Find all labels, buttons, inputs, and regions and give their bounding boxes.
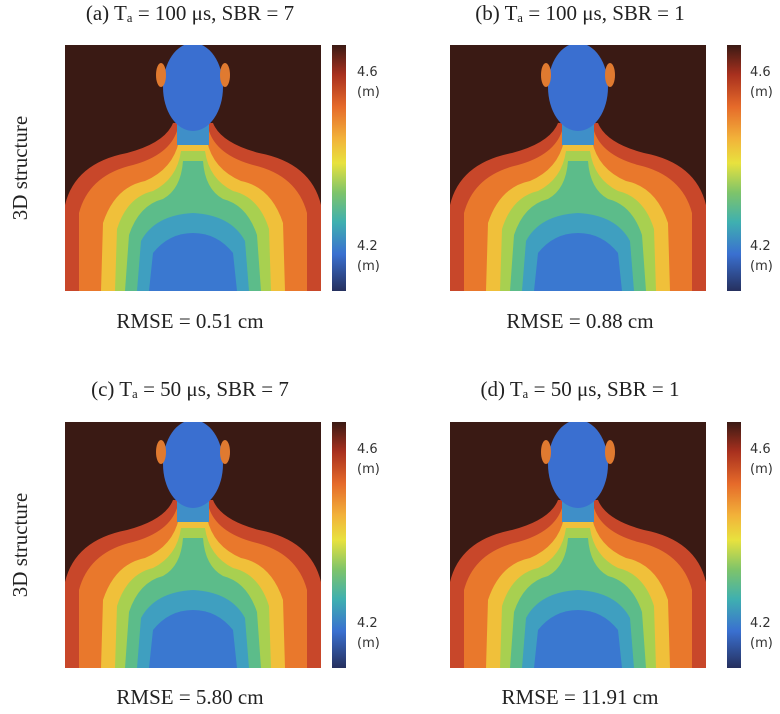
colorbar-unit: (m) — [357, 85, 380, 100]
colorbar-unit: (m) — [750, 636, 773, 651]
row-label: 3D structure — [8, 493, 32, 597]
depth-image — [450, 420, 706, 668]
depth-image — [450, 43, 706, 291]
panel-title: (c) Tₐ = 50 μs, SBR = 7 — [91, 377, 289, 401]
colorbar-unit: (m) — [357, 636, 380, 651]
panel-caption: RMSE = 11.91 cm — [502, 685, 659, 709]
panel: (a) Tₐ = 100 μs, SBR = 7 4.6 (m) 4.2 (m)… — [65, 1, 380, 333]
colorbar-label: 4.2 — [357, 616, 378, 631]
panel: (c) Tₐ = 50 μs, SBR = 7 4.6 (m) 4.2 (m) … — [65, 377, 380, 709]
colorbar — [727, 422, 741, 668]
panel-title: (a) Tₐ = 100 μs, SBR = 7 — [86, 1, 294, 25]
panel-caption: RMSE = 0.88 cm — [506, 309, 653, 333]
colorbar-unit: (m) — [750, 259, 773, 274]
panel-caption: RMSE = 5.80 cm — [116, 685, 263, 709]
panel-title: (b) Tₐ = 100 μs, SBR = 1 — [475, 1, 685, 25]
row-label: 3D structure — [8, 116, 32, 220]
depth-image — [65, 43, 321, 291]
colorbar-unit: (m) — [357, 462, 380, 477]
panel-caption: RMSE = 0.51 cm — [116, 309, 263, 333]
colorbar-label: 4.2 — [750, 616, 771, 631]
depth-image — [65, 420, 321, 668]
colorbar-label: 4.6 — [750, 65, 771, 80]
colorbar-label: 4.6 — [357, 65, 378, 80]
colorbar-unit: (m) — [357, 259, 380, 274]
colorbar-unit: (m) — [750, 85, 773, 100]
figure: 3D structure 3D structure (a) Tₐ = 100 μ… — [0, 0, 780, 714]
colorbar — [332, 45, 346, 291]
colorbar-unit: (m) — [750, 462, 773, 477]
colorbar-label: 4.6 — [357, 442, 378, 457]
colorbar-label: 4.2 — [357, 239, 378, 254]
panel: (d) Tₐ = 50 μs, SBR = 1 4.6 (m) 4.2 (m) … — [450, 377, 773, 709]
colorbar — [727, 45, 741, 291]
colorbar-label: 4.2 — [750, 239, 771, 254]
panel-title: (d) Tₐ = 50 μs, SBR = 1 — [481, 377, 680, 401]
colorbar — [332, 422, 346, 668]
panel: (b) Tₐ = 100 μs, SBR = 1 4.6 (m) 4.2 (m)… — [450, 1, 773, 333]
colorbar-label: 4.6 — [750, 442, 771, 457]
